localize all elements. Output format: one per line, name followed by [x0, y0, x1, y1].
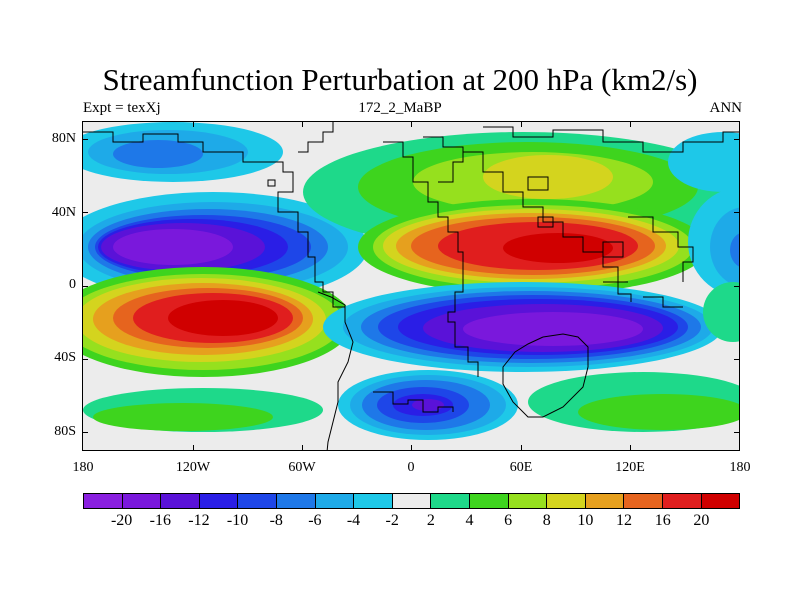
colorbar-label: -10	[226, 512, 249, 529]
x-tick	[411, 445, 412, 451]
y-tick	[82, 432, 88, 433]
streamfunction-contour-map	[83, 122, 739, 450]
y-tick-label-80s: 80S	[54, 424, 76, 439]
colorbar-label: -6	[308, 512, 322, 529]
colorbar-swatch	[354, 494, 393, 508]
colorbar	[83, 493, 740, 509]
contour-edge-low-6	[730, 233, 739, 267]
x-tick-label-60e: 60E	[509, 460, 533, 475]
colorbar-label: -8	[269, 512, 283, 529]
contour-e-high2-20	[503, 233, 613, 263]
y-tick-right	[734, 359, 740, 360]
x-tick-top	[411, 121, 412, 127]
colorbar-label: 16	[654, 512, 671, 529]
contour-arctic-low-6	[113, 140, 203, 168]
experiment-label: Expt = texXj	[83, 100, 161, 116]
colorbar-label: -12	[188, 512, 210, 529]
y-tick-label-80n: 80N	[51, 131, 76, 146]
contour-sw-high-6	[93, 403, 273, 431]
colorbar-label: -2	[385, 512, 399, 529]
colorbar-swatch	[624, 494, 663, 508]
colorbar-swatch	[315, 494, 355, 508]
colorbar-label: 4	[465, 512, 474, 529]
colorbar-swatch	[392, 494, 432, 508]
colorbar-label: -16	[149, 512, 171, 529]
x-tick-label-120w: 120W	[175, 460, 211, 475]
season-label: ANN	[709, 100, 743, 116]
colorbar-swatch	[585, 494, 625, 508]
x-tick-label-120e: 120E	[615, 460, 645, 475]
colorbar-label: 12	[616, 512, 633, 529]
x-tick	[630, 445, 631, 451]
map-panel	[82, 121, 740, 451]
colorbar-label: 10	[577, 512, 594, 529]
y-tick	[82, 359, 88, 360]
y-tick-label-0: 0	[69, 277, 76, 292]
y-tick-label-40s: 40S	[54, 350, 76, 365]
y-tick	[82, 286, 88, 287]
colorbar-swatch	[431, 494, 470, 508]
contour-se-high-6	[578, 394, 739, 430]
y-tick-right	[734, 139, 740, 140]
colorbar-swatch	[469, 494, 509, 508]
y-tick-label-40n: 40N	[51, 205, 76, 220]
colorbar-label: 8	[542, 512, 551, 529]
contour-edge-arctic-2	[668, 132, 739, 192]
y-tick	[82, 212, 88, 213]
x-tick-top	[302, 121, 303, 127]
y-tick-right	[734, 286, 740, 287]
x-tick-label-0: 0	[407, 460, 415, 475]
colorbar-swatch	[238, 494, 277, 508]
x-tick	[193, 445, 194, 451]
case-label: 172_2_MaBP	[358, 100, 442, 116]
y-tick-right	[734, 212, 740, 213]
colorbar-swatch	[547, 494, 586, 508]
contour-nw-low-16	[113, 229, 233, 265]
x-tick-top	[193, 121, 194, 127]
x-tick-label-60w: 60W	[288, 460, 316, 475]
colorbar-swatch	[276, 494, 316, 508]
map-title: Streamfunction Perturbation at 200 hPa (…	[102, 62, 698, 97]
colorbar-swatch	[84, 494, 123, 508]
contour-edge-high-4	[703, 282, 739, 342]
contour-edge-low-4	[710, 207, 739, 287]
colorbar-swatch	[701, 494, 740, 508]
colorbar-label: -4	[346, 512, 361, 529]
colorbar-swatch	[161, 494, 200, 508]
colorbar-label: 6	[504, 512, 513, 529]
colorbar-swatch	[199, 494, 239, 508]
x-tick	[521, 445, 522, 451]
y-tick	[82, 139, 88, 140]
colorbar-swatch	[662, 494, 702, 508]
colorbar-swatch	[508, 494, 548, 508]
x-tick-label-180e: 180	[729, 460, 751, 475]
colorbar-label: -20	[110, 512, 133, 529]
x-tick-top	[630, 121, 631, 127]
contour-s-low-12	[412, 399, 444, 411]
x-tick-label-180w: 180	[72, 460, 94, 475]
x-tick	[302, 445, 303, 451]
contour-e-low-16	[463, 312, 643, 346]
contour-w-high-20	[168, 300, 278, 336]
colorbar-label: 2	[426, 512, 435, 529]
x-tick-top	[521, 121, 522, 127]
colorbar-swatch	[122, 494, 162, 508]
coastlines	[83, 122, 739, 450]
colorbar-label: 20	[693, 512, 710, 529]
y-tick-right	[734, 432, 740, 433]
